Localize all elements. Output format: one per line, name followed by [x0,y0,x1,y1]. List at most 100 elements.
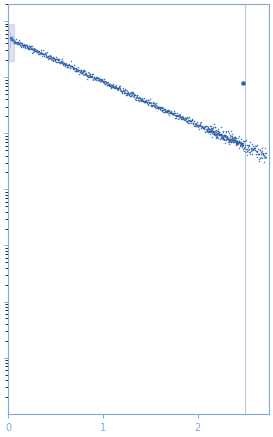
Point [141,97,145,104]
Point [44,54,48,61]
Point [253,145,257,152]
Point [223,139,227,146]
Point [51,57,55,64]
Point [32,48,37,55]
Point [150,102,155,109]
Point [23,42,27,49]
Point [237,138,241,145]
Point [112,84,116,91]
Point [158,105,162,112]
Point [41,51,46,58]
Point [214,127,219,134]
Point [165,107,170,114]
Point [74,66,78,73]
Point [34,48,38,55]
Point [27,42,31,49]
Point [170,111,174,118]
Point [54,56,58,63]
Point [177,114,182,121]
Point [199,123,203,130]
Point [214,131,218,138]
Point [43,50,47,57]
Point [233,136,238,143]
Point [163,109,167,116]
Point [259,148,263,155]
Point [61,59,65,66]
Point [222,132,227,139]
Point [147,99,152,106]
Point [35,49,40,55]
Point [63,62,67,69]
Point [54,54,58,61]
Point [232,135,236,142]
Point [207,126,211,133]
Point [260,147,265,154]
Point [224,135,229,142]
Point [110,82,114,89]
Point [145,99,150,106]
Point [118,87,123,94]
Point [210,129,214,136]
Point [114,85,119,92]
Point [260,145,264,152]
Point [63,63,67,70]
Point [32,47,37,54]
Point [97,75,102,82]
Point [242,145,247,152]
Point [173,111,177,118]
Point [31,49,35,56]
Point [247,141,251,148]
Point [29,43,34,50]
Point [51,57,55,64]
Point [36,48,41,55]
Point [178,110,182,117]
Point [190,117,194,124]
Point [245,142,249,149]
Point [168,108,172,115]
Point [109,84,114,91]
Point [158,105,162,112]
Point [219,131,223,138]
Point [21,42,26,49]
Point [23,43,27,50]
Point [19,40,24,47]
Point [107,80,111,87]
Point [230,137,234,144]
Point [229,135,234,142]
Point [231,138,236,145]
Point [64,63,69,70]
Point [189,118,193,125]
Point [17,40,22,47]
Point [60,57,64,64]
Point [26,45,31,52]
Point [224,128,228,135]
Point [238,142,242,149]
Point [84,75,89,82]
Point [248,138,252,145]
Point [96,77,100,84]
Point [12,40,16,47]
Point [92,73,96,80]
Point [232,135,236,142]
Point [39,49,44,56]
Point [212,127,217,134]
Point [171,111,175,118]
Point [138,97,143,104]
Point [15,41,19,48]
Point [84,72,88,79]
Point [51,55,56,62]
Point [207,128,211,135]
Point [114,83,118,90]
Point [112,83,117,90]
Point [37,49,42,56]
Point [104,80,109,87]
Point [48,53,53,60]
Point [138,94,142,101]
Point [38,50,43,57]
Point [80,69,84,76]
Point [88,74,92,81]
Point [172,111,177,118]
Point [108,81,112,88]
Point [176,111,181,118]
Point [99,76,104,83]
